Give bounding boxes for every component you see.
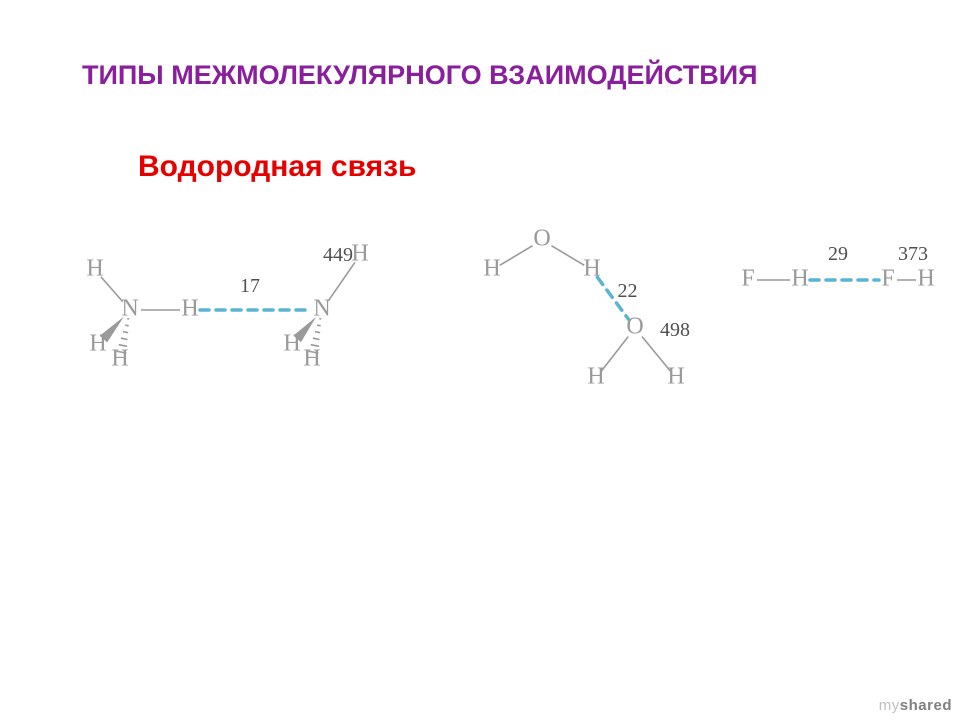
svg-text:F: F bbox=[881, 266, 894, 292]
svg-text:H: H bbox=[791, 266, 808, 292]
svg-text:H: H bbox=[351, 241, 368, 267]
svg-text:449: 449 bbox=[323, 244, 353, 266]
svg-text:22: 22 bbox=[618, 280, 638, 302]
svg-text:H: H bbox=[917, 266, 934, 292]
svg-text:H: H bbox=[583, 256, 600, 282]
hydrogen-bond-diagram: NHHHHNHHH17449OHHOHH22498FHFH29373 bbox=[60, 200, 940, 410]
svg-text:498: 498 bbox=[660, 319, 690, 341]
page-title: ТИПЫ МЕЖМОЛЕКУЛЯРНОГО ВЗАИМОДЕЙСТВИЯ bbox=[82, 60, 758, 91]
svg-text:O: O bbox=[626, 314, 643, 340]
svg-text:H: H bbox=[667, 364, 684, 390]
svg-text:N: N bbox=[121, 296, 138, 322]
svg-text:373: 373 bbox=[898, 243, 928, 265]
svg-text:N: N bbox=[313, 296, 330, 322]
svg-text:29: 29 bbox=[828, 243, 848, 265]
watermark-my: my bbox=[879, 697, 900, 714]
svg-text:H: H bbox=[283, 331, 300, 357]
watermark-shared: shared bbox=[900, 697, 952, 714]
svg-text:H: H bbox=[86, 256, 103, 282]
svg-text:H: H bbox=[89, 331, 106, 357]
slide: ТИПЫ МЕЖМОЛЕКУЛЯРНОГО ВЗАИМОДЕЙСТВИЯ Вод… bbox=[0, 0, 960, 720]
svg-text:O: O bbox=[533, 226, 550, 252]
svg-text:F: F bbox=[741, 266, 754, 292]
svg-text:H: H bbox=[111, 346, 128, 372]
subtitle: Водородная связь bbox=[138, 150, 417, 184]
watermark: myshared bbox=[879, 697, 952, 714]
svg-text:H: H bbox=[303, 346, 320, 372]
svg-text:H: H bbox=[587, 364, 604, 390]
svg-text:H: H bbox=[483, 256, 500, 282]
svg-text:H: H bbox=[181, 296, 198, 322]
svg-text:17: 17 bbox=[240, 275, 260, 297]
